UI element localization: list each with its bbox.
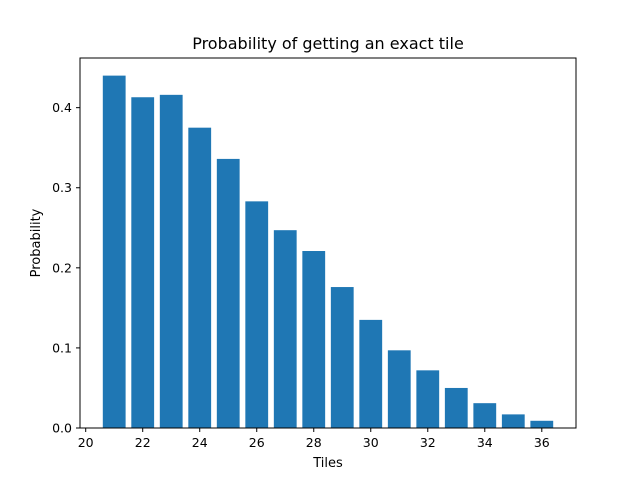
y-tick-label-3: 0.3 — [52, 180, 72, 195]
y-tick-label-2: 0.2 — [52, 260, 72, 275]
x-tick-label-28: 28 — [306, 435, 322, 450]
bar-28 — [302, 251, 326, 428]
bar-32 — [416, 370, 440, 428]
x-tick-label-30: 30 — [363, 435, 379, 450]
bar-21 — [102, 75, 126, 428]
x-axis-ticks: 20 22 24 26 28 30 32 34 36 — [78, 428, 550, 450]
bar-34 — [473, 403, 497, 428]
chart-title: Probability of getting an exact tile — [192, 34, 464, 53]
bar-30 — [359, 319, 383, 428]
bar-33 — [444, 387, 468, 428]
bar-25 — [216, 158, 240, 428]
y-tick-label-1: 0.1 — [52, 340, 72, 355]
x-tick-label-24: 24 — [192, 435, 208, 450]
y-tick-label-4: 0.4 — [52, 100, 72, 115]
bar-23 — [159, 94, 183, 428]
bar-36 — [530, 420, 554, 428]
y-tick-label-0: 0.0 — [52, 421, 72, 436]
bar-22 — [131, 97, 155, 428]
x-tick-label-36: 36 — [534, 435, 550, 450]
y-axis-label: Probability — [29, 208, 44, 277]
x-tick-label-26: 26 — [249, 435, 265, 450]
x-axis-label: Tiles — [312, 456, 343, 471]
x-tick-label-32: 32 — [420, 435, 436, 450]
bars-group — [102, 75, 554, 428]
bar-27 — [273, 230, 297, 428]
x-tick-label-20: 20 — [78, 435, 94, 450]
plot-frame — [79, 57, 577, 429]
bar-29 — [330, 287, 354, 428]
bar-31 — [387, 350, 411, 428]
x-tick-label-34: 34 — [477, 435, 493, 450]
y-axis-ticks: 0.0 0.1 0.2 0.3 0.4 — [52, 100, 80, 436]
bar-24 — [188, 127, 212, 428]
x-tick-label-22: 22 — [135, 435, 151, 450]
bar-26 — [245, 201, 269, 428]
bar-35 — [501, 414, 525, 428]
